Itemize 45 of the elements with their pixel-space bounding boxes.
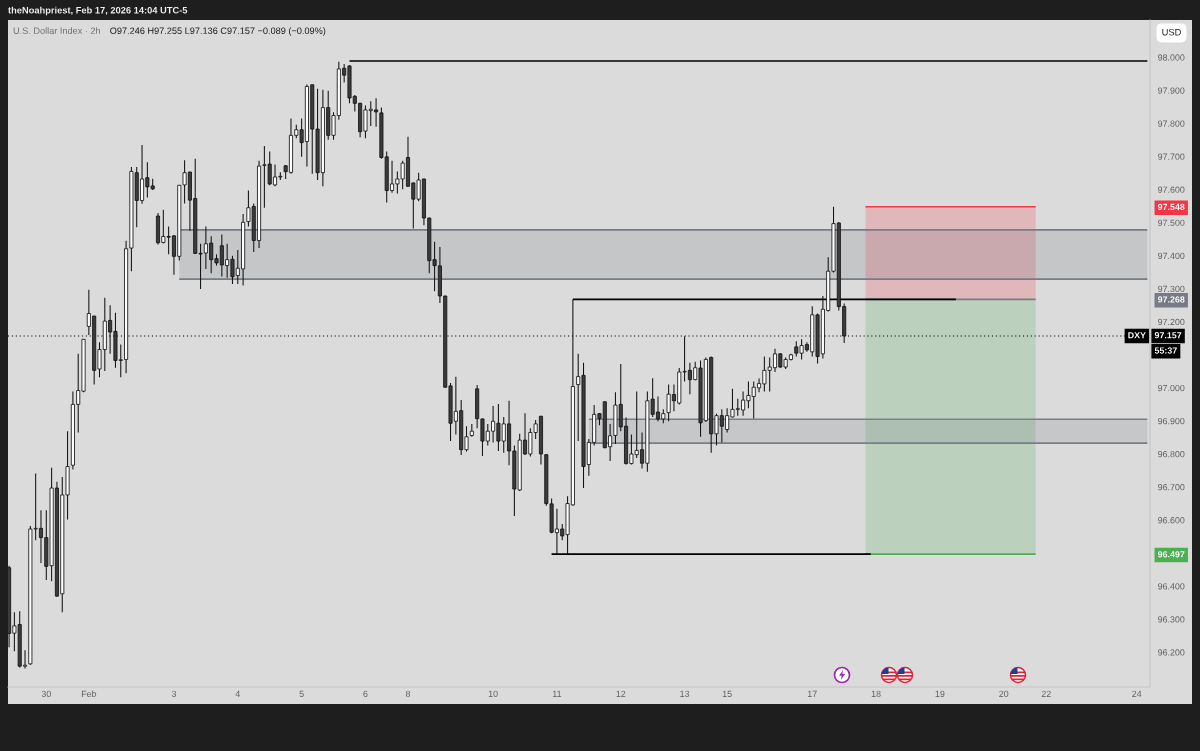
y-tick-label: 97.200 xyxy=(1158,318,1185,326)
x-tick-label: 10 xyxy=(488,690,498,697)
text: theNoahpriest, Feb 17, 2026 14:04 UTC-5 xyxy=(8,6,188,16)
y-tick-label: 97.800 xyxy=(1158,120,1185,127)
y-tick-label: 97.500 xyxy=(1158,219,1185,226)
y-tick-label: 96.200 xyxy=(1158,649,1185,656)
annotation: DXY xyxy=(1128,332,1146,339)
y-tick-label: 97.000 xyxy=(1158,384,1185,392)
y-tick-label: 98.000 xyxy=(1158,54,1185,61)
x-tick-label: 11 xyxy=(552,690,562,697)
y-tick-label: 96.800 xyxy=(1158,450,1185,458)
x-tick-label: 19 xyxy=(935,690,945,697)
y-tick-label: 97.400 xyxy=(1158,252,1185,259)
x-tick-label: 18 xyxy=(871,690,881,697)
x-tick-label: 20 xyxy=(999,690,1009,697)
y-tick-label: 96.300 xyxy=(1158,616,1185,623)
x-tick-label: 22 xyxy=(1041,690,1051,697)
y-tick-label: 96.497 xyxy=(1157,551,1185,558)
y-tick-label: 97.900 xyxy=(1158,87,1185,94)
x-tick-label: 17 xyxy=(807,690,817,697)
x-tick-label: 13 xyxy=(680,690,690,697)
text: O97.246 H97.255 L97.136 C97.157 −0.089 (−0.09%) xyxy=(110,27,326,36)
y-tick-label: 96.600 xyxy=(1158,517,1185,524)
y-tick-label: 96.700 xyxy=(1158,484,1185,491)
x-tick-label: 15 xyxy=(722,690,732,697)
y-tick-label: 96.400 xyxy=(1158,583,1185,590)
text: 55:37 xyxy=(1154,347,1177,354)
x-tick-label: 8 xyxy=(405,690,411,697)
y-tick-label: 97.300 xyxy=(1158,285,1185,293)
x-tick-label: Feb xyxy=(81,690,97,697)
x-tick-label: 4 xyxy=(235,690,240,697)
x-tick-label: 5 xyxy=(299,690,304,697)
text: U.S. Dollar Index · 2h xyxy=(13,27,101,34)
y-tick-label: 97.268 xyxy=(1157,296,1185,303)
x-tick-label: 3 xyxy=(171,690,177,697)
x-tick-label: 6 xyxy=(363,690,368,697)
x-tick-label: 30 xyxy=(41,690,51,697)
y-tick-label: 97.600 xyxy=(1158,186,1185,193)
x-tick-label: 12 xyxy=(616,690,626,697)
y-tick-label: 97.548 xyxy=(1157,203,1185,211)
y-axis-title: USD xyxy=(1162,28,1181,36)
y-tick-label: 96.900 xyxy=(1158,417,1185,425)
x-tick-label: 24 xyxy=(1132,690,1142,697)
y-tick-label: 97.700 xyxy=(1158,153,1185,160)
ref-line-label: 97.157 xyxy=(1154,332,1182,339)
